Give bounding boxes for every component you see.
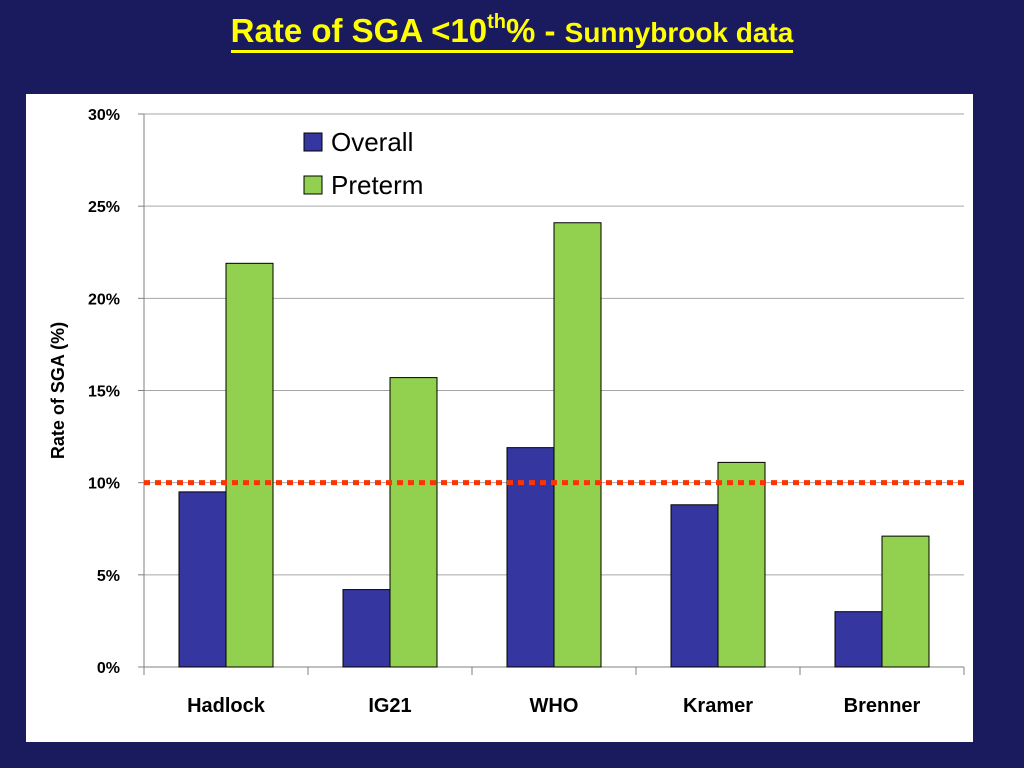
- bar-overall-kramer: [670, 504, 719, 668]
- bar-overall-ig21: [342, 589, 391, 668]
- legend-label-preterm: Preterm: [331, 170, 423, 200]
- x-category-label: WHO: [530, 695, 579, 717]
- title-main: Rate of SGA <10: [230, 12, 488, 49]
- x-category-label: Kramer: [683, 695, 753, 717]
- bar-overall-brenner: [834, 611, 883, 668]
- y-tick-label: 30%: [88, 107, 120, 124]
- y-axis-title: Rate of SGA (%): [48, 322, 68, 459]
- legend-swatch-preterm: [303, 175, 323, 195]
- slide-title: Rate of SGA <10th% - Sunnybrook data: [0, 12, 1024, 53]
- x-category-label: IG21: [368, 695, 411, 717]
- legend-label-overall: Overall: [331, 127, 413, 157]
- bar-chart: 0% 5% 10% 15% 20% 25% 30% Rate of SGA (%) Hadloc…: [48, 107, 968, 717]
- x-category-label: Brenner: [844, 695, 921, 717]
- title-superscript: th: [487, 11, 506, 33]
- y-tick-label: 25%: [88, 199, 120, 216]
- bar-preterm-kramer: [717, 461, 766, 668]
- bar-overall-hadlock: [178, 491, 227, 668]
- bar-preterm-who: [553, 222, 602, 668]
- y-tick-label: 0%: [97, 660, 120, 677]
- y-tick-label: 20%: [88, 291, 120, 308]
- y-tick-label: 15%: [88, 384, 120, 401]
- slide-title-underlined: Rate of SGA <10th% - Sunnybrook data: [230, 11, 794, 53]
- y-tick-label: 10%: [88, 476, 120, 493]
- bar-preterm-ig21: [389, 377, 438, 668]
- legend-swatch-overall: [303, 132, 323, 152]
- title-subtitle: Sunnybrook data: [564, 17, 794, 48]
- title-percent: % -: [505, 12, 565, 49]
- chart-panel: 0% 5% 10% 15% 20% 25% 30% Rate of SGA (%) Hadloc…: [26, 94, 973, 742]
- bar-preterm-hadlock: [225, 262, 274, 668]
- bar-preterm-brenner: [881, 535, 930, 668]
- x-category-label: Hadlock: [187, 695, 266, 717]
- y-tick-label: 5%: [97, 568, 120, 585]
